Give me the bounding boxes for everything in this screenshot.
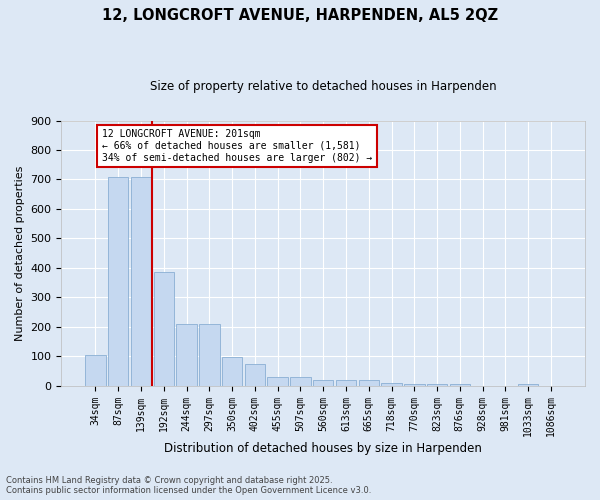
Bar bbox=[176, 324, 197, 386]
Bar bbox=[245, 364, 265, 386]
Bar bbox=[336, 380, 356, 386]
Bar bbox=[108, 176, 128, 386]
Bar bbox=[154, 272, 174, 386]
Text: Contains HM Land Registry data © Crown copyright and database right 2025.
Contai: Contains HM Land Registry data © Crown c… bbox=[6, 476, 371, 495]
Bar bbox=[290, 377, 311, 386]
Bar bbox=[222, 357, 242, 386]
Bar bbox=[85, 356, 106, 386]
Bar bbox=[404, 384, 425, 386]
Bar bbox=[268, 377, 288, 386]
Bar bbox=[313, 380, 334, 386]
Bar bbox=[381, 383, 402, 386]
X-axis label: Distribution of detached houses by size in Harpenden: Distribution of detached houses by size … bbox=[164, 442, 482, 455]
Text: 12 LONGCROFT AVENUE: 201sqm
← 66% of detached houses are smaller (1,581)
34% of : 12 LONGCROFT AVENUE: 201sqm ← 66% of det… bbox=[102, 130, 372, 162]
Bar bbox=[131, 176, 151, 386]
Bar bbox=[427, 384, 448, 386]
Text: 12, LONGCROFT AVENUE, HARPENDEN, AL5 2QZ: 12, LONGCROFT AVENUE, HARPENDEN, AL5 2QZ bbox=[102, 8, 498, 22]
Bar bbox=[518, 384, 538, 386]
Title: Size of property relative to detached houses in Harpenden: Size of property relative to detached ho… bbox=[150, 80, 497, 93]
Bar bbox=[199, 324, 220, 386]
Bar bbox=[359, 380, 379, 386]
Y-axis label: Number of detached properties: Number of detached properties bbox=[15, 166, 25, 341]
Bar bbox=[449, 384, 470, 386]
